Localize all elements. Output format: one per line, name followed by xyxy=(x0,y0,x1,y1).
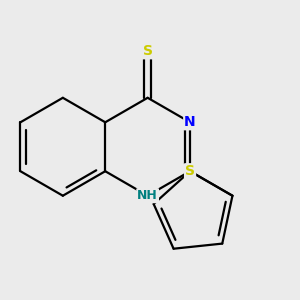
Text: N: N xyxy=(184,115,196,129)
Text: S: S xyxy=(185,164,195,178)
Text: NH: NH xyxy=(137,189,158,202)
Text: S: S xyxy=(142,44,153,58)
